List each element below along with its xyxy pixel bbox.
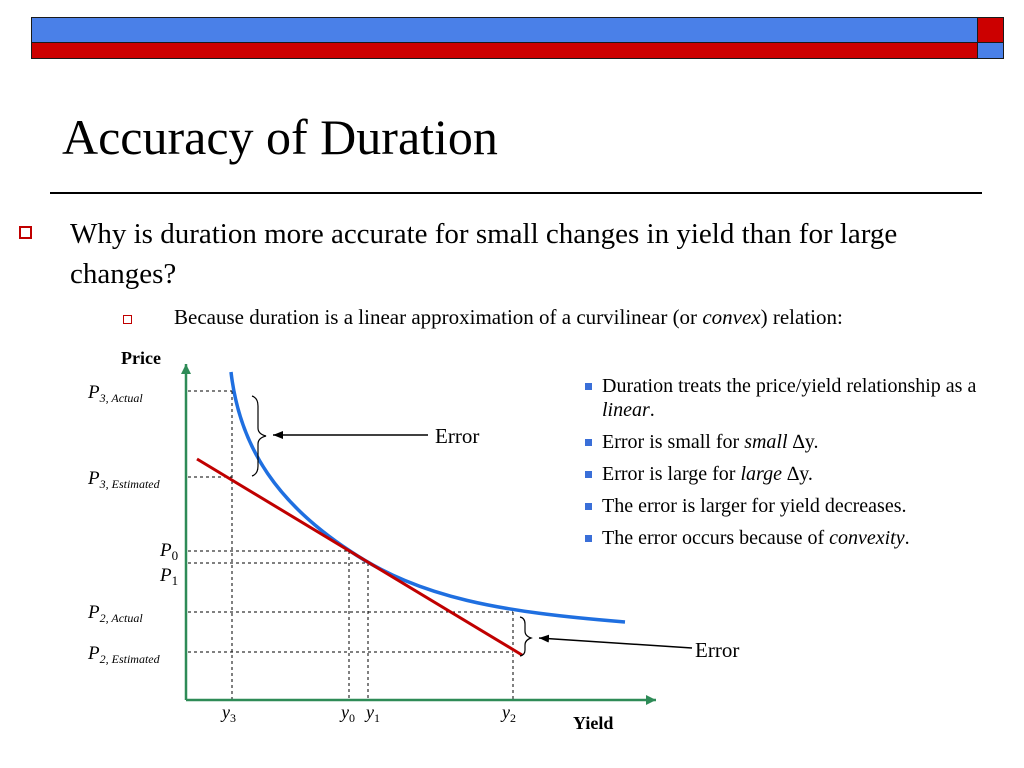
note-text: Error is large for <box>602 463 741 485</box>
label-y3-main: y <box>220 702 230 722</box>
error-label-upper: Error <box>435 424 479 448</box>
sub-bullet-text: Because duration is a linear approximati… <box>174 305 703 329</box>
corner-square-blue <box>977 42 1004 59</box>
label-y1: y1 <box>364 702 380 725</box>
label-y2: y2 <box>500 702 516 725</box>
note-bullet-icon <box>585 471 592 478</box>
label-p0-main: P <box>159 540 172 561</box>
label-y2-main: y <box>500 702 510 722</box>
y-axis-label: Price <box>121 348 161 368</box>
label-p1: P1 <box>159 565 178 588</box>
note-item: The error is larger for yield decreases. <box>584 494 1004 518</box>
label-p3-estimated-main: P <box>87 468 100 489</box>
sub-bullet-square-icon <box>123 315 132 324</box>
sub-bullet-text-end: ) relation: <box>760 305 843 329</box>
label-p2-estimated-main: P <box>87 643 100 664</box>
error-brace-lower <box>519 616 533 657</box>
label-y3: y3 <box>220 702 236 725</box>
label-p1-main: P <box>159 565 172 586</box>
sub-bullet-emphasis: convex <box>702 305 761 329</box>
duration-tangent-line <box>196 457 523 657</box>
label-p2-actual-main: P <box>87 602 100 623</box>
label-p2-estimated-sub: 2, Estimated <box>100 652 161 666</box>
label-p3-actual: P3, Actual <box>87 382 143 405</box>
label-p3-estimated-sub: 3, Estimated <box>99 477 161 491</box>
label-y0-main: y <box>339 702 349 722</box>
note-bullet-icon <box>585 439 592 446</box>
note-bullet-icon <box>585 383 592 390</box>
note-item: Duration treats the price/yield relation… <box>584 374 1004 422</box>
sub-bullet-explanation: Because duration is a linear approximati… <box>174 305 843 330</box>
label-p2-actual-sub: 2, Actual <box>100 611 144 625</box>
label-p1-sub: 1 <box>172 573 179 588</box>
label-p3-actual-sub: 3, Actual <box>99 391 144 405</box>
label-y1-main: y <box>364 702 374 722</box>
note-text: Duration treats the price/yield relation… <box>602 375 977 397</box>
note-bullet-icon <box>585 535 592 542</box>
note-bullet-icon <box>585 503 592 510</box>
title-underline <box>50 192 982 194</box>
label-y0: y0 <box>339 702 355 725</box>
x-axis-label: Yield <box>573 713 613 733</box>
note-item: Error is small for small ∆y. <box>584 430 1004 454</box>
note-text-end: ∆y. <box>781 463 813 485</box>
error-label-lower: Error <box>695 638 739 662</box>
note-emphasis: linear <box>602 399 650 421</box>
label-p3-actual-main: P <box>87 382 100 403</box>
label-p3-estimated: P3, Estimated <box>87 468 161 491</box>
price-yield-curve <box>229 371 626 624</box>
bullet-square-icon <box>19 226 32 239</box>
label-p2-actual: P2, Actual <box>87 602 143 625</box>
note-text: Error is small for <box>602 431 745 453</box>
notes-list: Duration treats the price/yield relation… <box>584 374 1004 558</box>
label-y3-sub: 3 <box>230 711 236 725</box>
note-emphasis: small <box>744 431 788 453</box>
note-text-end: ∆y. <box>787 431 819 453</box>
bullet-question: Why is duration more accurate for small … <box>70 218 898 290</box>
error-arrow-lower <box>538 634 693 649</box>
error-brace-upper <box>251 395 267 477</box>
label-y1-sub: 1 <box>374 711 380 725</box>
note-text: The error is larger for yield decreases. <box>602 495 907 517</box>
note-item: Error is large for large ∆y. <box>584 462 1004 486</box>
note-text-end: . <box>649 399 655 421</box>
slide-title: Accuracy of Duration <box>62 109 498 165</box>
note-text: The error occurs because of <box>602 527 830 549</box>
label-p0-sub: 0 <box>172 548 179 563</box>
label-y0-sub: 0 <box>349 711 355 725</box>
note-text-end: . <box>904 527 910 549</box>
label-p2-estimated: P2, Estimated <box>87 643 161 666</box>
label-y2-sub: 2 <box>510 711 516 725</box>
note-item: The error occurs because of convexity. <box>584 526 1004 550</box>
note-emphasis: convexity <box>829 527 905 549</box>
note-emphasis: large <box>740 463 782 485</box>
label-p0: P0 <box>159 540 178 563</box>
